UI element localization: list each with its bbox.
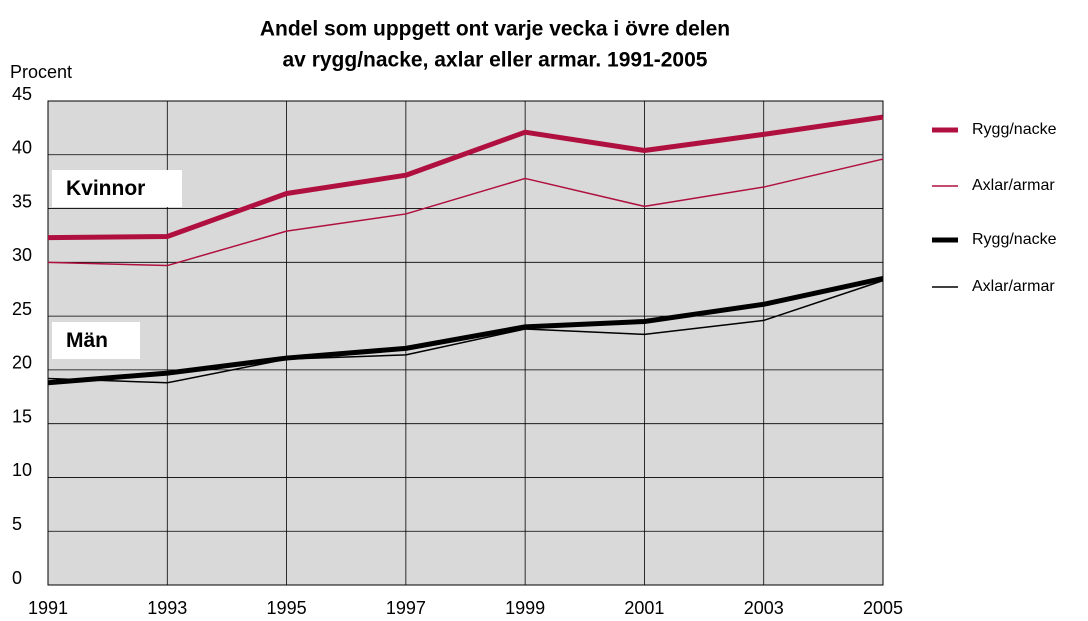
y-tick-label: 5 bbox=[12, 514, 22, 534]
y-tick-label: 35 bbox=[12, 191, 32, 211]
annotation-box bbox=[52, 170, 182, 207]
legend-label: Axlar/armar bbox=[972, 278, 1055, 295]
x-tick-label: 1995 bbox=[267, 598, 307, 618]
y-axis-label: Procent bbox=[10, 62, 72, 82]
x-tick-label: 2005 bbox=[863, 598, 903, 618]
x-tick-label: 2003 bbox=[744, 598, 784, 618]
x-tick-label: 2001 bbox=[624, 598, 664, 618]
legend-label: Axlar/armar bbox=[972, 177, 1055, 194]
x-tick-label: 1999 bbox=[505, 598, 545, 618]
line-series bbox=[47, 276, 884, 386]
y-tick-label: 10 bbox=[12, 460, 32, 480]
annotation: Män bbox=[66, 329, 108, 352]
legend-label: Rygg/nacke bbox=[972, 231, 1057, 248]
annotation-box bbox=[52, 322, 140, 359]
x-tick-label: 1991 bbox=[28, 598, 68, 618]
x-tick-label: 1997 bbox=[386, 598, 426, 618]
x-tick-label: 1993 bbox=[147, 598, 187, 618]
y-tick-label: 25 bbox=[12, 299, 32, 319]
line-series bbox=[47, 158, 884, 267]
line-series bbox=[47, 279, 884, 384]
line-series bbox=[47, 114, 884, 241]
y-tick-label: 15 bbox=[12, 406, 32, 426]
y-tick-label: 0 bbox=[12, 568, 22, 588]
chart-title: Andel som uppgett ont varje vecka i övre… bbox=[260, 18, 730, 41]
annotation: Kvinnor bbox=[66, 177, 145, 200]
y-tick-label: 45 bbox=[12, 84, 32, 104]
plot-area bbox=[47, 100, 884, 586]
legend-label: Rygg/nacke bbox=[972, 121, 1057, 138]
y-tick-label: 20 bbox=[12, 353, 32, 373]
chart-title: av rygg/nacke, axlar eller armar. 1991-2… bbox=[283, 49, 708, 72]
y-tick-label: 40 bbox=[12, 138, 32, 158]
y-tick-label: 30 bbox=[12, 245, 32, 265]
